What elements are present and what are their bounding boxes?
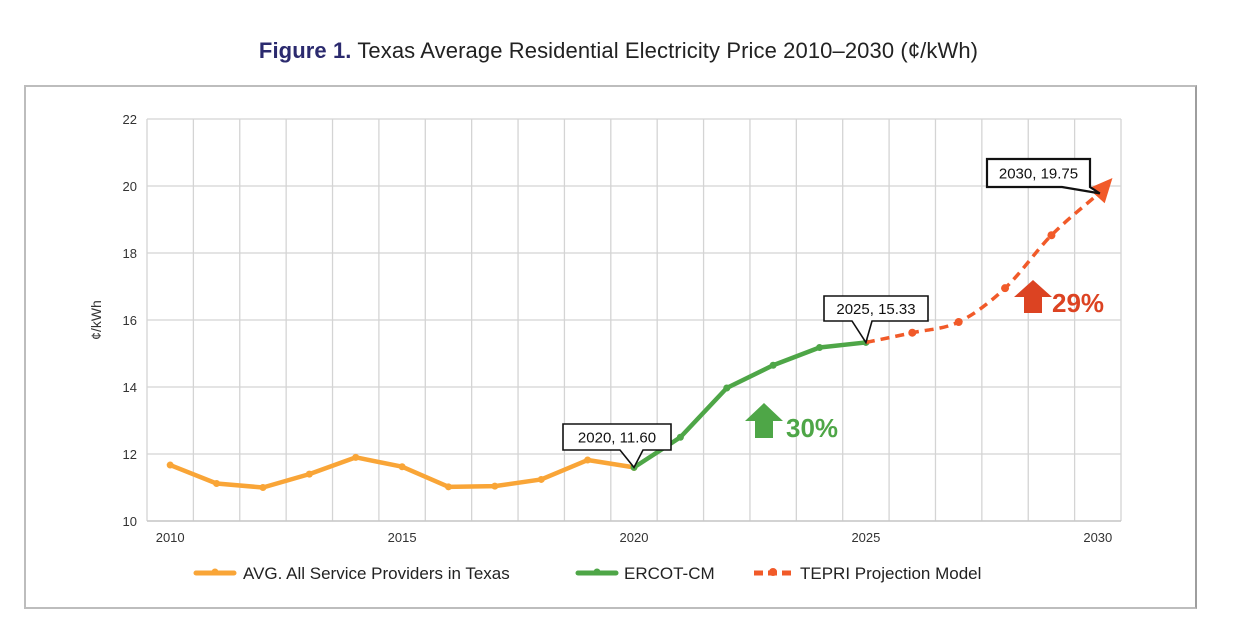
data-point <box>769 361 777 369</box>
data-point <box>213 479 221 487</box>
callout-2025: 2025, 15.33 <box>823 295 929 345</box>
data-point <box>908 328 917 337</box>
tepri-increase-marker: 29% <box>1014 280 1104 318</box>
legend-label-tepri: TEPRI Projection Model <box>800 564 981 583</box>
callout-2020: 2020, 11.60 <box>562 423 672 469</box>
legend-item-ercot[interactable]: ERCOT-CM <box>575 564 715 583</box>
data-point <box>1001 284 1010 293</box>
y-axis-label: ¢/kWh <box>88 300 104 340</box>
ercot-increase-marker: 30% <box>745 403 838 443</box>
y-tick-label: 18 <box>123 246 137 261</box>
data-point <box>816 343 824 351</box>
chart-frame <box>24 85 1197 609</box>
tepri-increase-label: 29% <box>1052 288 1104 318</box>
x-tick-label: 2015 <box>388 530 417 545</box>
y-tick-label: 16 <box>123 313 137 328</box>
data-point <box>1047 231 1056 240</box>
data-point <box>584 456 592 464</box>
x-axis-ticks: 2010 2015 2020 2025 2030 <box>156 530 1113 545</box>
y-tick-label: 10 <box>123 514 137 529</box>
series-layer <box>166 177 1113 491</box>
series-line-tepri <box>865 193 1099 345</box>
figure-caption: Texas Average Residential Electricity Pr… <box>351 38 979 63</box>
data-point <box>444 483 452 491</box>
up-arrow-icon <box>745 403 783 438</box>
x-tick-label: 2030 <box>1083 530 1112 545</box>
y-tick-label: 20 <box>123 179 137 194</box>
data-point <box>537 475 545 483</box>
series-tepri <box>865 177 1113 345</box>
ercot-increase-label: 30% <box>786 413 838 443</box>
x-tick-label: 2010 <box>156 530 185 545</box>
data-point <box>166 461 174 469</box>
data-point <box>491 482 499 490</box>
y-tick-label: 22 <box>123 112 137 127</box>
legend-item-avg[interactable]: AVG. All Service Providers in Texas <box>193 564 510 583</box>
data-point <box>305 470 313 478</box>
data-point <box>398 463 406 471</box>
callout-2030: 2030, 19.75 <box>985 157 1101 195</box>
y-tick-label: 12 <box>123 447 137 462</box>
data-point <box>259 484 267 491</box>
series-avg <box>166 453 638 491</box>
data-point <box>352 453 360 461</box>
callout-2030-text: 2030, 19.75 <box>999 166 1078 183</box>
callout-2025-text: 2025, 15.33 <box>836 301 915 318</box>
data-point <box>676 433 684 441</box>
y-axis-ticks: 10 12 14 16 18 20 22 <box>123 112 137 529</box>
chart-title: Figure 1. Texas Average Residential Elec… <box>0 38 1237 64</box>
legend-label-ercot: ERCOT-CM <box>624 564 715 583</box>
callout-2020-text: 2020, 11.60 <box>578 430 656 447</box>
callouts: 2020, 11.60 2025, 15.33 2030, 19.75 <box>562 157 1101 469</box>
series-ercot <box>630 338 870 471</box>
x-tick-label: 2025 <box>851 530 880 545</box>
legend-item-tepri[interactable]: TEPRI Projection Model <box>754 564 981 583</box>
figure-number: Figure 1. <box>258 38 352 63</box>
legend: AVG. All Service Providers in Texas ERCO… <box>193 564 981 583</box>
up-arrow-icon <box>1014 280 1052 313</box>
x-tick-label: 2020 <box>620 530 649 545</box>
series-line-ercot <box>631 340 869 470</box>
arrowhead-icon <box>1088 177 1113 204</box>
legend-label-avg: AVG. All Service Providers in Texas <box>243 564 510 583</box>
y-tick-label: 14 <box>123 380 137 395</box>
data-point <box>723 384 731 392</box>
data-point <box>954 318 963 327</box>
